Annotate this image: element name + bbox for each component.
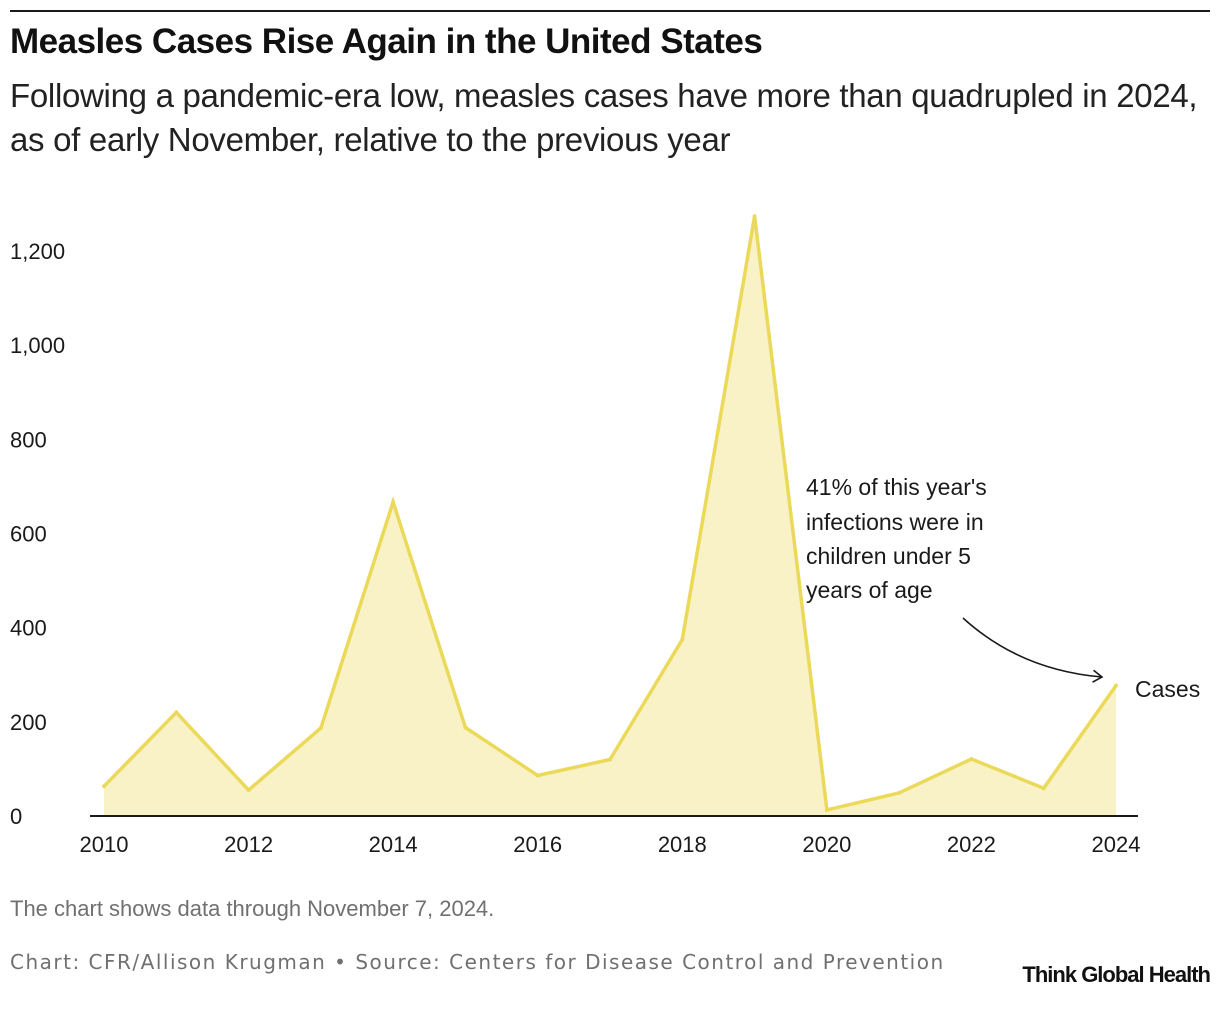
- x-tick-label: 2022: [947, 832, 996, 857]
- annotation-arrow: [962, 617, 1104, 683]
- data-point-2010: [102, 784, 106, 789]
- axis-layer: 0 200 400 600 800 1,000 1,200 2010 2012 2014 2016 2…: [10, 239, 1140, 857]
- top-rule: [10, 10, 1210, 12]
- y-tick-label: 400: [10, 616, 47, 641]
- y-tick-label: 1,200: [10, 239, 65, 264]
- data-point-2020: [824, 807, 829, 812]
- area-fill: [104, 216, 1116, 816]
- data-point-2016: [535, 773, 540, 778]
- area-layer: [102, 214, 1118, 816]
- data-point-2013: [318, 726, 323, 730]
- data-point-2017: [608, 757, 612, 762]
- y-tick-label: 1,000: [10, 333, 65, 358]
- y-tick-label: 800: [10, 427, 47, 452]
- annotation-line-2: infections were in: [806, 509, 984, 535]
- footnote: The chart shows data through November 7,…: [10, 896, 495, 921]
- annotation-line-3: children under 5: [806, 543, 971, 569]
- annotation-line-4: years of age: [806, 577, 933, 603]
- x-tick-label: 2010: [80, 832, 129, 857]
- series-label-cases: Cases: [1135, 676, 1200, 702]
- x-tick-label: 2024: [1092, 832, 1141, 857]
- data-point-2015: [463, 725, 468, 730]
- brand-logo: Think Global Health: [1022, 962, 1211, 987]
- annotation-layer: 41% of this year's infections were in ch…: [806, 474, 1200, 702]
- x-tick-label: 2020: [802, 832, 851, 857]
- x-tick-label: 2018: [658, 832, 707, 857]
- annotation-line-1: 41% of this year's: [806, 474, 987, 500]
- data-point-2011: [174, 710, 179, 715]
- x-tick-label: 2016: [513, 832, 562, 857]
- chart-subtitle: Following a pandemic-era low, measles ca…: [10, 77, 1198, 158]
- data-point-2022: [969, 757, 974, 761]
- area-chart: 0 200 400 600 800 1,000 1,200 2010 2012 2014 2016 2…: [10, 214, 1200, 857]
- y-tick-label: 200: [10, 710, 47, 735]
- data-point-2023: [1041, 786, 1046, 791]
- x-tick-label: 2014: [369, 832, 418, 857]
- data-point-2014: [391, 500, 396, 504]
- x-tick-label: 2012: [224, 832, 273, 857]
- data-point-2018: [680, 637, 685, 642]
- data-point-2021: [897, 790, 902, 795]
- data-point-2019: [752, 214, 757, 219]
- data-point-2012: [246, 788, 251, 793]
- data-point-2024: [1114, 683, 1118, 688]
- y-tick-label: 0: [10, 804, 22, 829]
- chart-title: Measles Cases Rise Again in the United S…: [10, 22, 763, 61]
- y-tick-label: 600: [10, 522, 47, 547]
- source-credit: Chart: CFR/Allison Krugman • Source: Cen…: [10, 950, 945, 974]
